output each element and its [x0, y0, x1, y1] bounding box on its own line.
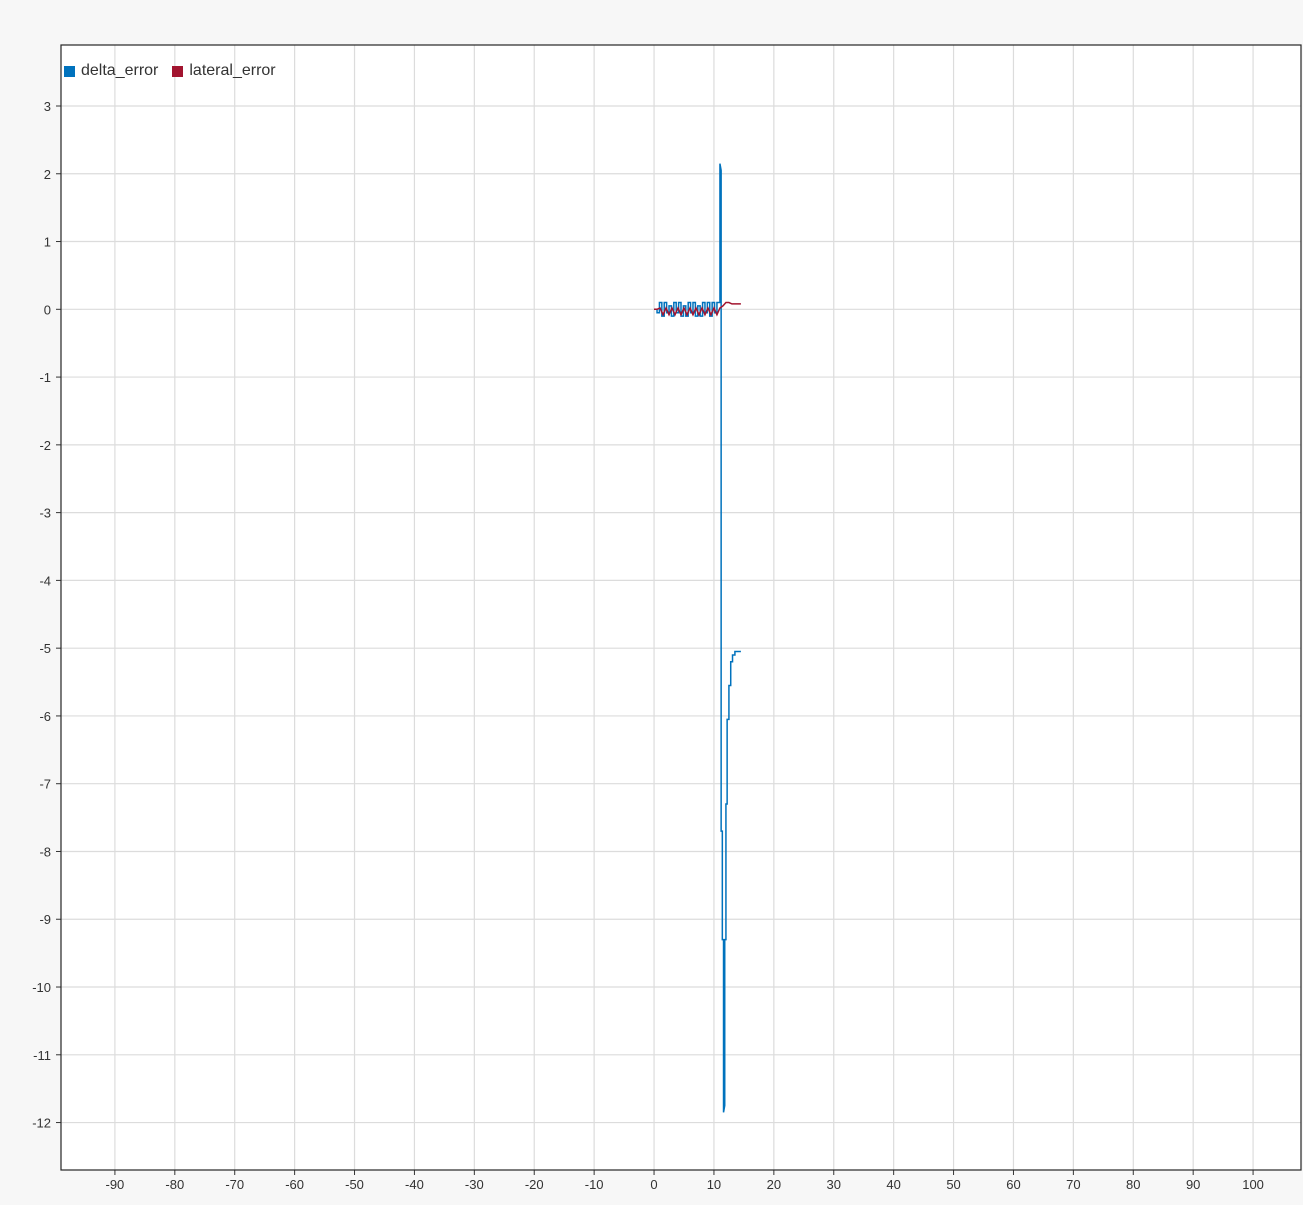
y-tick-label: 2 — [44, 167, 51, 182]
y-tick-label: -10 — [32, 980, 51, 995]
y-tick-label: -7 — [39, 777, 51, 792]
x-tick-label: 90 — [1186, 1177, 1200, 1192]
y-tick-label: -3 — [39, 506, 51, 521]
y-tick-label: -4 — [39, 573, 51, 588]
x-tick-label: 80 — [1126, 1177, 1140, 1192]
x-tick-label: 30 — [827, 1177, 841, 1192]
x-tick-label: -80 — [165, 1177, 184, 1192]
x-tick-label: 40 — [886, 1177, 900, 1192]
y-tick-label: -12 — [32, 1116, 51, 1131]
legend-label-lateral-error: lateral_error — [189, 62, 276, 79]
series-line-lateral-error — [654, 301, 741, 317]
legend-label-delta-error: delta_error — [81, 62, 159, 79]
x-tick-label: 20 — [767, 1177, 781, 1192]
x-tick-label: -30 — [465, 1177, 484, 1192]
y-tick-label: 3 — [44, 99, 51, 114]
legend-swatch-lateral-error — [172, 65, 184, 77]
legend-item-delta-error[interactable]: delta_error — [64, 62, 158, 80]
grid-lines — [61, 45, 1301, 1170]
x-tick-label: 100 — [1242, 1177, 1264, 1192]
axes: -90 -80 -70 -60 -50 -40 -30 -20 -10 0 10 20 30 40 50 60… — [32, 99, 1264, 1192]
legend-swatch-delta-error — [64, 65, 75, 77]
x-tick-label: -60 — [285, 1177, 304, 1192]
y-tick-label: -1 — [39, 370, 51, 385]
y-tick-label: -11 — [33, 1048, 51, 1063]
x-tick-label: 50 — [946, 1177, 960, 1192]
plot-border — [60, 44, 1302, 1171]
legend: delta_error lateral_error — [64, 62, 290, 80]
legend-item-lateral-error[interactable]: lateral_error — [172, 62, 276, 80]
y-tick-label: 1 — [44, 235, 51, 250]
x-tick-label: -70 — [225, 1177, 244, 1192]
y-tick-label: -2 — [39, 438, 51, 453]
x-tick-label: -40 — [405, 1177, 424, 1192]
x-tick-label: -20 — [525, 1177, 544, 1192]
y-tick-label: -5 — [39, 641, 51, 656]
series-line-delta-error — [654, 163, 741, 1113]
x-tick-label: 60 — [1006, 1177, 1020, 1192]
y-tick-label: 0 — [44, 302, 51, 317]
x-tick-label: 70 — [1066, 1177, 1080, 1192]
series-lines — [654, 163, 741, 1113]
x-tick-label: -90 — [106, 1177, 125, 1192]
x-tick-label: 10 — [707, 1177, 721, 1192]
x-tick-label: -50 — [345, 1177, 364, 1192]
y-tick-label: -8 — [39, 844, 51, 859]
x-tick-label: -10 — [585, 1177, 604, 1192]
plot-area — [61, 45, 1301, 1170]
y-tick-label: -9 — [39, 912, 51, 927]
y-tick-label: -6 — [39, 709, 51, 724]
x-tick-label: 0 — [650, 1177, 657, 1192]
